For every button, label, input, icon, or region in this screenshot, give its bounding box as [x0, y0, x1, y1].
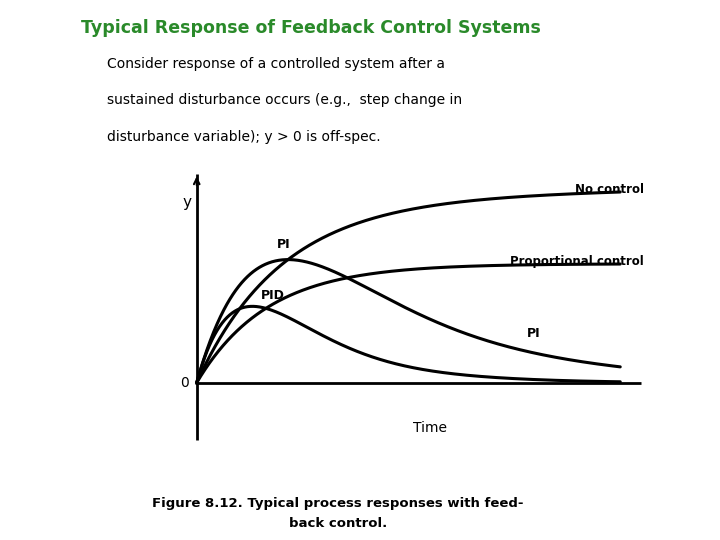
Text: 0: 0 — [181, 376, 189, 390]
Text: back control.: back control. — [289, 517, 387, 530]
Text: y: y — [183, 195, 192, 210]
Text: Proportional control: Proportional control — [510, 255, 644, 268]
Text: Typical Response of Feedback Control Systems: Typical Response of Feedback Control Sys… — [81, 19, 541, 37]
Text: sustained disturbance occurs (e.g.,  step change in: sustained disturbance occurs (e.g., step… — [107, 93, 462, 107]
Text: No control: No control — [575, 184, 644, 197]
Text: Consider response of a controlled system after a: Consider response of a controlled system… — [107, 57, 445, 71]
Text: Figure 8.12. Typical process responses with feed-: Figure 8.12. Typical process responses w… — [152, 497, 523, 510]
Text: Time: Time — [413, 421, 446, 435]
Text: disturbance variable); y > 0 is off-spec.: disturbance variable); y > 0 is off-spec… — [107, 130, 381, 144]
Text: PID: PID — [261, 289, 284, 302]
Text: Chapter 8: Chapter 8 — [21, 212, 40, 328]
Text: PI: PI — [276, 238, 290, 252]
Text: PI: PI — [527, 327, 541, 340]
